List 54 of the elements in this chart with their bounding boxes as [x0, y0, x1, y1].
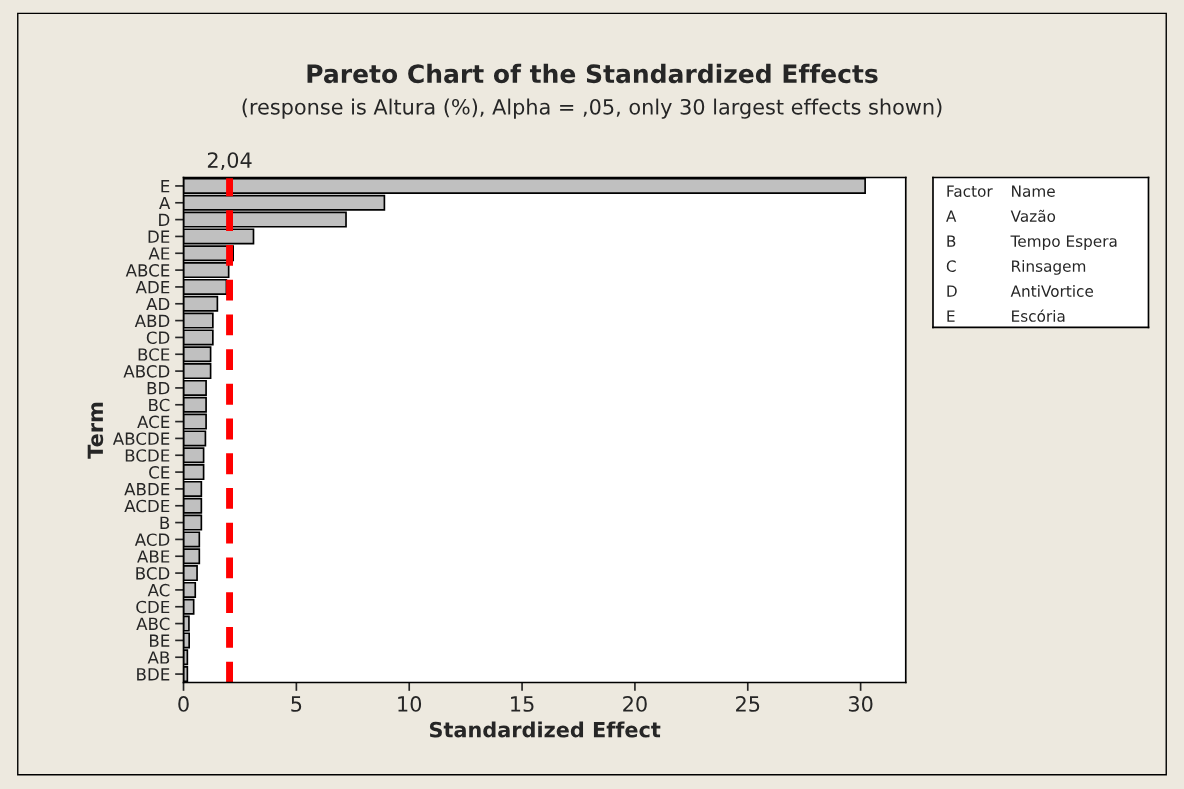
y-tick-label: ABCDE [112, 432, 170, 445]
y-tick-label: CD [146, 331, 170, 344]
x-tick-label: 15 [511, 696, 534, 712]
chart-subtitle: (response is Altura (%), Alpha = ,05, only 30 largest effects shown) [242, 98, 942, 119]
y-axis-title: Term [87, 402, 104, 459]
y-tick-label: ADE [135, 281, 170, 294]
y-tick-label: ACDE [124, 499, 170, 513]
x-tick-label: 25 [736, 696, 760, 712]
y-tick-label: D [159, 213, 170, 226]
text: Factor [947, 185, 993, 197]
y-tick-label: ACE [137, 415, 170, 429]
text: D [947, 285, 957, 297]
text: A [946, 210, 957, 222]
x-tick-label: 0 [178, 696, 189, 712]
y-tick-label: BC [149, 398, 170, 412]
y-tick-label: AB [147, 651, 170, 664]
y-tick-label: ABCE [125, 264, 170, 277]
y-tick-label: BD [147, 382, 170, 395]
text: B [947, 235, 956, 247]
text: E [947, 310, 955, 322]
y-tick-label: AC [147, 583, 170, 597]
chart-title: Pareto Chart of the Standardized Effects [307, 63, 878, 84]
y-tick-label: ABDE [124, 483, 170, 496]
ref-line-label: 2,04 [207, 152, 252, 171]
x-tick-label: 20 [623, 696, 647, 712]
y-tick-label: CDE [136, 600, 170, 614]
y-tick-label: DE [148, 230, 170, 243]
y-tick-label: BCDE [125, 449, 170, 462]
y-tick-label: BE [149, 634, 170, 647]
x-axis-title: Standardized Effect [429, 721, 661, 738]
y-tick-label: ABD [134, 314, 170, 327]
y-tick-label: ABCD [123, 365, 170, 378]
text: Vazão [1010, 209, 1056, 222]
y-tick-label: BCE [138, 348, 170, 361]
y-tick-label: BDE [137, 668, 170, 681]
y-tick-label: BCD [136, 567, 170, 580]
text: C [946, 260, 956, 272]
y-tick-label: E [161, 180, 170, 193]
x-tick-label: 30 [848, 696, 873, 712]
y-tick-label: A [159, 196, 171, 210]
text: AntiVortice [1010, 285, 1094, 297]
x-tick-label: 5 [291, 696, 302, 712]
y-tick-label: B [160, 516, 170, 529]
y-tick-label: CE [149, 466, 170, 479]
y-tick-label: AD [146, 297, 170, 311]
y-tick-label: ABC [136, 617, 170, 631]
text: Rinsagem [1012, 260, 1086, 275]
y-tick-label: ABE [137, 550, 170, 563]
text: Name [1012, 185, 1055, 197]
x-tick-label: 10 [398, 696, 422, 712]
y-tick-label: AE [148, 247, 170, 260]
y-tick-label: ACD [134, 533, 170, 546]
text: Tempo Espera [1010, 235, 1117, 250]
text: Escória [1012, 309, 1065, 322]
